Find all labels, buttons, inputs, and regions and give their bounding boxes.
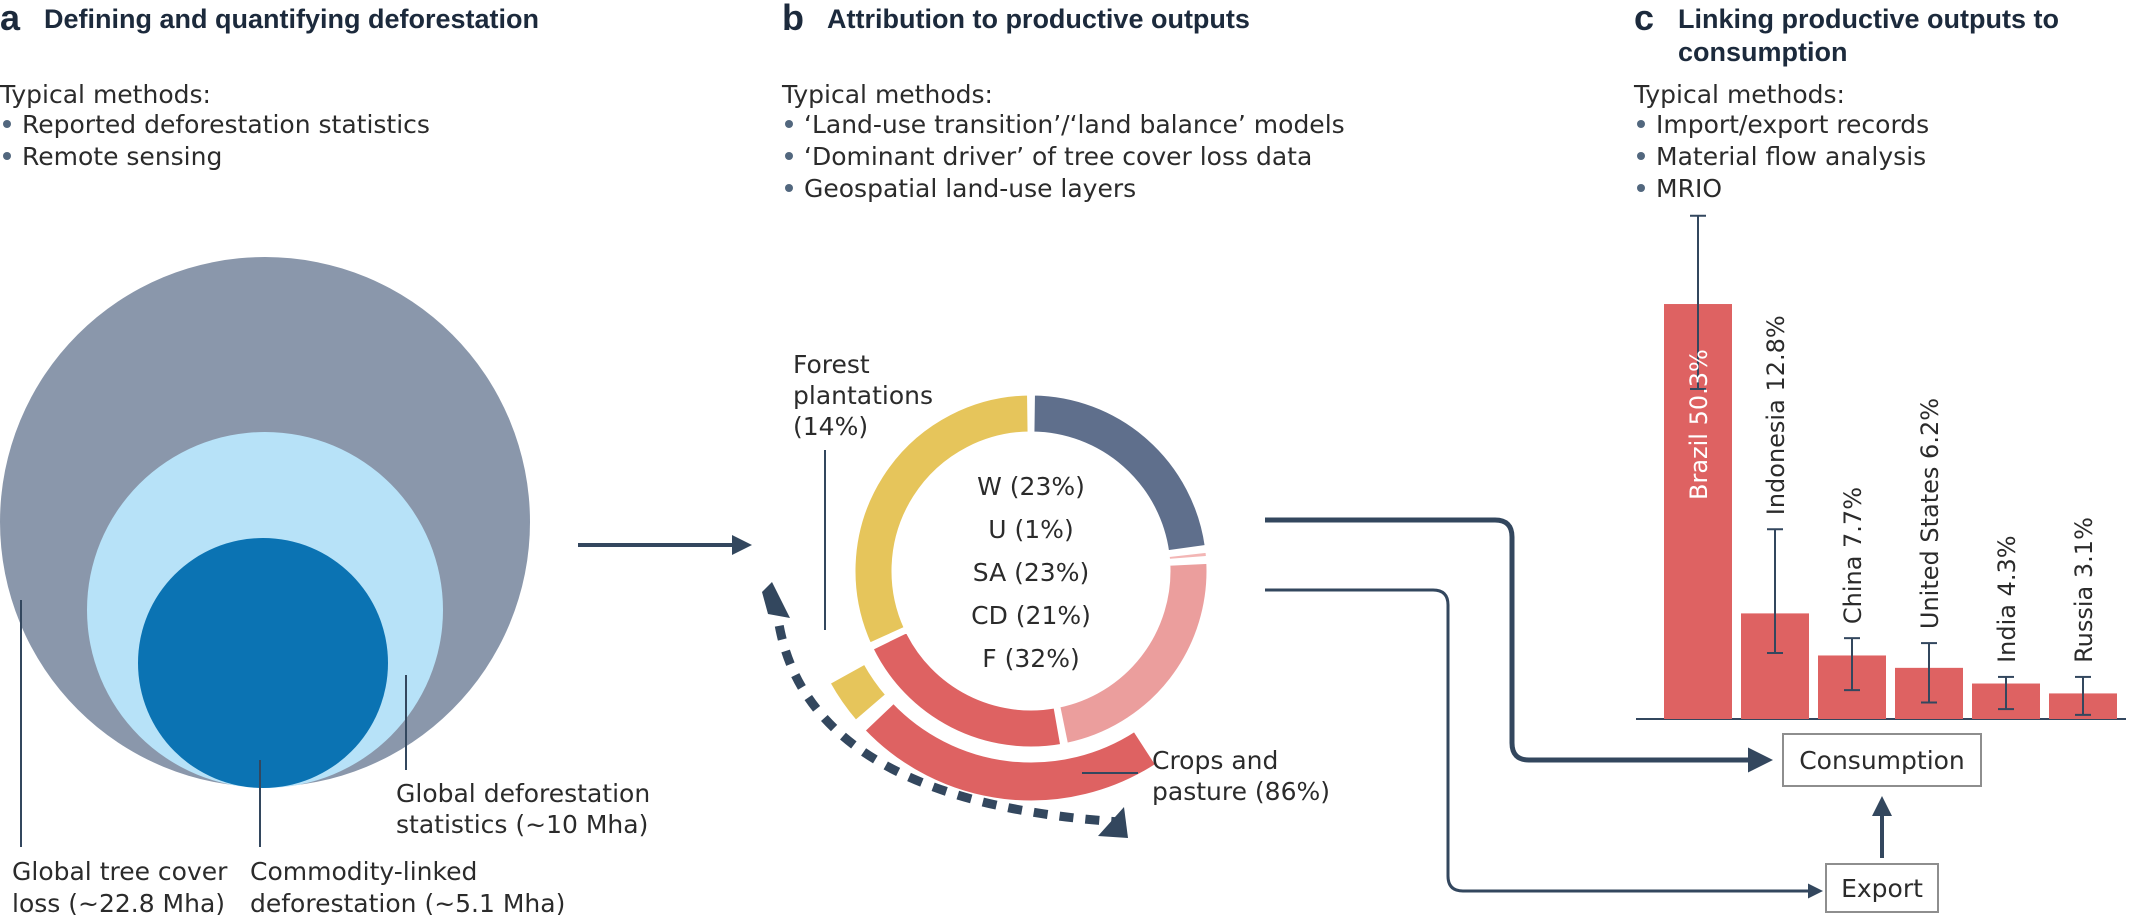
deforestation-stats-label-line1: Global deforestation [396,779,650,808]
outer-arcs [826,661,1159,804]
land-use-ring [852,392,1210,750]
bar-label: India 4.3% [1993,535,2021,663]
panel-c-methods-heading: Typical methods: [1633,80,1845,109]
consumption-box [1782,733,1982,787]
panel-a-letter: a [0,0,21,38]
panel-b-title: Attribution to productive outputs [827,4,1250,34]
plantations-label-line2: plantations [793,381,933,410]
ring-segment-5 [852,392,1031,647]
panel-b-letter: b [782,0,804,38]
panel-b-method-3: Geospatial land-use layers [804,174,1136,203]
ring-segment-2 [1166,549,1210,563]
commodity-deforestation-circle [138,538,388,788]
panel-c-method-3: MRIO [1656,174,1722,203]
deforestation-stats-label-line2: statistics (~10 Mha) [396,810,648,839]
dashed-cycle-arrow [771,599,1121,827]
forest-plantations-arc [826,661,889,724]
bullet-icon [3,152,11,160]
error-bar [1690,214,1706,390]
ring-segment-4 [869,629,1064,750]
panel-a-method-2: Remote sensing [22,142,222,171]
error-bar [1767,528,1783,654]
panel-a-method-1: Reported deforestation statistics [22,110,430,139]
bullet-icon [785,152,793,160]
tree-cover-loss-label-line2: loss (~22.8 Mha) [12,889,225,915]
bar-label: United States 6.2% [1916,398,1944,629]
plantations-label-line1: Forest [793,350,870,379]
bar-label: China 7.7% [1839,487,1867,624]
crops-pasture-arc [861,700,1159,804]
panel-c-title-line2: consumption [1678,37,1848,67]
consumption-label: Consumption [1799,746,1965,775]
panel-a-title: Defining and quantifying deforestation [44,4,539,34]
bar-label: Russia 3.1% [2070,517,2098,663]
panel-c-method-1: Import/export records [1656,110,1929,139]
ring-label-u: U (1%) [988,515,1073,544]
crops-label-line2: pasture (86%) [1152,777,1330,806]
panel-c-letter: c [1634,0,1654,38]
to-consumption-arrow [1265,517,1773,773]
bullet-icon [785,120,793,128]
commodity-label-line2: deforestation (~5.1 Mha) [250,889,565,915]
dashed-arrow-head-right [1098,807,1128,838]
panel-b-method-2: ‘Dominant driver’ of tree cover loss dat… [804,142,1312,171]
panel-b-methods-heading: Typical methods: [781,80,993,109]
panel-b-method-1: ‘Land-use transition’/‘land balance’ mod… [804,110,1345,139]
export-label: Export [1841,874,1923,903]
panel-a: a Defining and quantifying deforestation… [0,0,650,915]
error-bar [1844,637,1860,692]
crops-label-line1: Crops and [1152,746,1278,775]
export-box [1825,863,1939,913]
bullet-icon [1637,184,1645,192]
panel-a-methods-heading: Typical methods: [0,80,211,109]
ring-segment-1 [1031,392,1208,554]
panel-b: b Attribution to productive outputs Typi… [762,0,1345,838]
error-bar [2075,675,2091,716]
bullet-icon [785,184,793,192]
commodity-label-line1: Commodity-linked [250,857,477,886]
ring-segment-3 [1056,560,1210,747]
bullet-icon [3,120,11,128]
ring-label-cd: CD (21%) [971,601,1091,630]
panel-c-method-2: Material flow analysis [1656,142,1926,171]
tree-cover-loss-label-line1: Global tree cover [12,857,228,886]
ring-label-w: W (23%) [977,472,1085,501]
bullet-icon [1637,120,1645,128]
ring-label-f: F (32%) [982,644,1079,673]
bar-label: Indonesia 12.8% [1762,315,1790,515]
panel-c: c Linking productive outputs to consumpt… [1633,0,2126,913]
consumption-bar-chart: Brazil 50.3% Indonesia 12.8% China 7.7% Uni… [1636,214,2126,720]
bullet-icon [1637,152,1645,160]
to-export-arrow [1265,588,1823,899]
error-bar [1921,642,1937,704]
dashed-arrow-head-up [762,582,790,618]
panel-c-title-line1: Linking productive outputs to [1678,4,2059,34]
plantations-label-line3: (14%) [793,412,868,441]
ring-label-sa: SA (23%) [973,558,1089,587]
error-bar [1998,675,2014,711]
bar-label: Brazil 50.3% [1685,349,1713,500]
